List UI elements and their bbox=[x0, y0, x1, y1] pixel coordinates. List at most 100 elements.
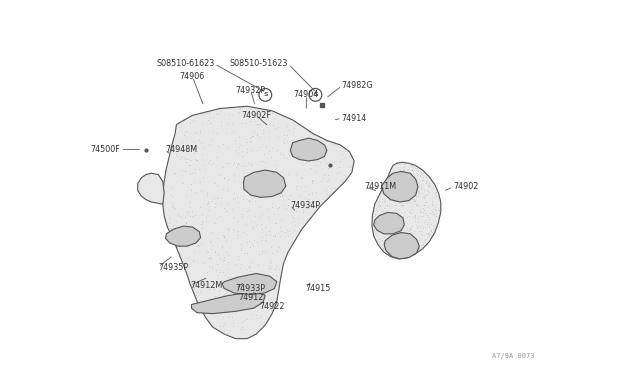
Point bbox=[296, 162, 307, 168]
Point bbox=[382, 220, 392, 226]
Point bbox=[220, 327, 230, 333]
Polygon shape bbox=[166, 226, 200, 246]
Point bbox=[408, 238, 418, 244]
Point bbox=[208, 128, 218, 134]
Point bbox=[301, 139, 312, 145]
Point bbox=[246, 193, 256, 199]
Point bbox=[214, 289, 225, 295]
Point bbox=[275, 193, 285, 199]
Point bbox=[406, 167, 417, 173]
Point bbox=[241, 184, 251, 190]
Point bbox=[238, 196, 248, 202]
Point bbox=[397, 250, 407, 256]
Text: S: S bbox=[313, 92, 317, 97]
Point bbox=[168, 222, 178, 228]
Point bbox=[253, 170, 263, 176]
Point bbox=[231, 147, 241, 153]
Point bbox=[204, 296, 214, 302]
Point bbox=[406, 210, 416, 216]
Point bbox=[394, 230, 404, 236]
Point bbox=[381, 228, 392, 234]
Point bbox=[265, 232, 275, 238]
Point bbox=[284, 228, 294, 234]
Point bbox=[186, 187, 196, 193]
Point bbox=[412, 224, 422, 230]
Point bbox=[245, 139, 255, 145]
Point bbox=[216, 195, 226, 201]
Point bbox=[167, 184, 177, 190]
Point bbox=[176, 144, 186, 150]
Point bbox=[249, 194, 259, 200]
Point bbox=[202, 269, 212, 275]
Point bbox=[394, 189, 404, 195]
Point bbox=[399, 251, 410, 257]
Point bbox=[240, 292, 250, 298]
Point bbox=[282, 132, 292, 138]
Point bbox=[241, 266, 251, 272]
Point bbox=[372, 208, 382, 214]
Point bbox=[391, 245, 401, 251]
Point bbox=[182, 242, 192, 248]
Point bbox=[171, 151, 181, 157]
Point bbox=[220, 320, 230, 326]
Point bbox=[233, 163, 243, 169]
Point bbox=[304, 215, 314, 221]
Point bbox=[271, 165, 281, 171]
Point bbox=[197, 219, 207, 225]
Point bbox=[216, 201, 227, 207]
Point bbox=[408, 168, 418, 174]
Point bbox=[413, 215, 423, 221]
Point bbox=[410, 196, 420, 202]
Point bbox=[378, 246, 388, 251]
Point bbox=[394, 194, 404, 200]
Point bbox=[275, 233, 285, 239]
Point bbox=[377, 223, 387, 229]
Point bbox=[406, 229, 416, 235]
Point bbox=[250, 110, 260, 116]
Point bbox=[401, 198, 412, 204]
Point bbox=[285, 192, 295, 198]
Point bbox=[293, 215, 303, 221]
Point bbox=[209, 220, 220, 226]
Point bbox=[163, 159, 173, 165]
Point bbox=[403, 240, 413, 246]
Point bbox=[278, 151, 288, 157]
Point bbox=[345, 164, 355, 170]
Point bbox=[212, 195, 222, 201]
Point bbox=[381, 218, 392, 224]
Point bbox=[257, 250, 268, 256]
Point bbox=[303, 196, 314, 202]
Point bbox=[401, 184, 411, 190]
Point bbox=[223, 145, 233, 151]
Point bbox=[399, 209, 410, 215]
Point bbox=[276, 228, 286, 234]
Point bbox=[409, 197, 419, 203]
Point bbox=[385, 212, 395, 218]
Point bbox=[399, 167, 409, 173]
Point bbox=[381, 236, 392, 242]
Point bbox=[215, 269, 225, 275]
Text: S: S bbox=[263, 92, 268, 97]
Point bbox=[418, 225, 428, 231]
Point bbox=[254, 251, 264, 257]
Point bbox=[378, 198, 388, 204]
Point bbox=[247, 227, 257, 232]
Point bbox=[390, 186, 400, 192]
Point bbox=[412, 202, 422, 208]
Point bbox=[185, 263, 195, 269]
Point bbox=[424, 232, 434, 238]
Point bbox=[413, 171, 423, 177]
Point bbox=[282, 171, 292, 177]
Point bbox=[283, 196, 293, 202]
Point bbox=[412, 225, 422, 231]
Point bbox=[377, 187, 387, 193]
Point bbox=[401, 229, 411, 235]
Point bbox=[196, 188, 207, 194]
Point bbox=[179, 230, 189, 236]
Point bbox=[426, 227, 436, 233]
Point bbox=[175, 156, 185, 162]
Point bbox=[334, 169, 344, 175]
Point bbox=[390, 202, 400, 208]
Point bbox=[267, 205, 277, 211]
Point bbox=[396, 231, 406, 237]
